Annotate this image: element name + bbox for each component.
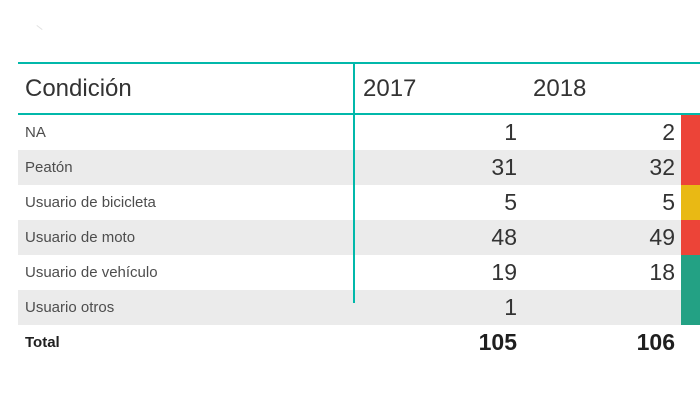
value-2017: 5	[504, 189, 517, 215]
table-header-row: Condición 2017 2018	[18, 62, 700, 115]
row-label: NA	[25, 124, 46, 141]
table-row-peaton[interactable]: Peatón 31 32	[18, 150, 700, 185]
value-2018: 49	[649, 224, 675, 250]
value-2017: 48	[491, 224, 517, 250]
column-divider-line	[353, 62, 355, 303]
status-indicator	[681, 150, 700, 185]
table-body: NA 1 2 Peatón 31 32 Usuario de bicicleta…	[18, 115, 700, 360]
value-2017: 19	[491, 259, 517, 285]
value-2018: 5	[662, 189, 675, 215]
row-label: Usuario otros	[25, 299, 115, 316]
value-2018: 18	[649, 259, 675, 285]
status-indicator	[681, 220, 700, 255]
value-2018: 2	[662, 119, 675, 145]
condition-table: Condición 2017 2018 NA 1 2 Peatón 31 32 …	[18, 62, 700, 360]
total-2018: 106	[636, 329, 675, 355]
status-indicator	[681, 255, 700, 290]
value-2018	[523, 290, 681, 325]
row-label: Usuario de moto	[25, 229, 136, 246]
status-indicator	[681, 115, 700, 150]
table-row-otros[interactable]: Usuario otros 1	[18, 290, 700, 325]
row-label: Usuario de vehículo	[25, 264, 158, 281]
table-row-vehiculo[interactable]: Usuario de vehículo 19 18	[18, 255, 700, 290]
table-row-na[interactable]: NA 1 2	[18, 115, 700, 150]
value-2017: 31	[491, 154, 517, 180]
table-row-total[interactable]: Total 105 106	[18, 325, 700, 360]
row-label: Usuario de bicicleta	[25, 194, 156, 211]
stray-mark	[36, 24, 43, 31]
total-label: Total	[25, 334, 60, 351]
value-2017: 1	[504, 119, 517, 145]
column-header-2018[interactable]: 2018	[533, 74, 587, 102]
row-label: Peatón	[25, 159, 73, 176]
status-indicator-empty	[681, 325, 700, 360]
total-2017: 105	[478, 329, 517, 355]
status-indicator	[681, 185, 700, 220]
column-header-2017[interactable]: 2017	[363, 74, 417, 102]
column-header-condicion[interactable]: Condición	[25, 74, 132, 102]
status-indicator	[681, 290, 700, 325]
value-2018: 32	[649, 154, 675, 180]
table-row-bicicleta[interactable]: Usuario de bicicleta 5 5	[18, 185, 700, 220]
table-row-moto[interactable]: Usuario de moto 48 49	[18, 220, 700, 255]
value-2017: 1	[504, 294, 517, 320]
